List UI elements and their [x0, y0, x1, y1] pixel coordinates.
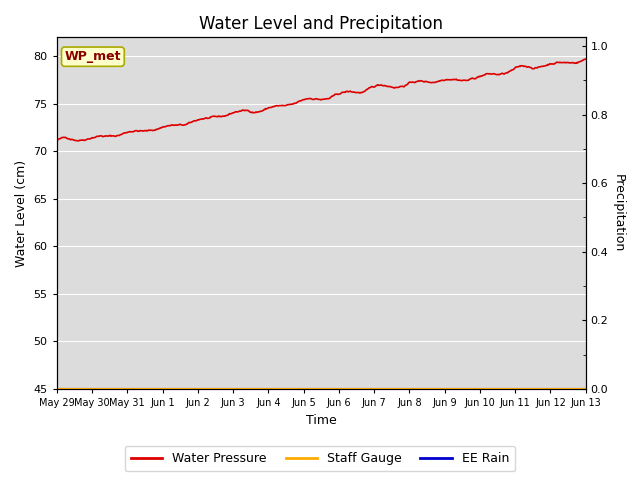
- X-axis label: Time: Time: [306, 414, 337, 427]
- Title: Water Level and Precipitation: Water Level and Precipitation: [199, 15, 444, 33]
- Staff Gauge: [171, 386, 179, 392]
- Staff Gauge: [117, 386, 125, 392]
- EE Rain: [63, 386, 70, 392]
- Staff Gauge: [53, 386, 61, 392]
- EE Rain: [171, 386, 179, 392]
- Staff Gauge: [401, 386, 408, 392]
- Water Pressure: [118, 132, 125, 137]
- Water Pressure: [172, 122, 179, 128]
- Legend: Water Pressure, Staff Gauge, EE Rain: Water Pressure, Staff Gauge, EE Rain: [125, 446, 515, 471]
- EE Rain: [198, 386, 206, 392]
- Water Pressure: [63, 135, 70, 141]
- Water Pressure: [402, 83, 410, 88]
- EE Rain: [117, 386, 125, 392]
- Water Pressure: [53, 137, 61, 143]
- EE Rain: [401, 386, 408, 392]
- Staff Gauge: [385, 386, 393, 392]
- Water Pressure: [199, 116, 207, 122]
- Y-axis label: Water Level (cm): Water Level (cm): [15, 160, 28, 267]
- Staff Gauge: [198, 386, 206, 392]
- Staff Gauge: [582, 386, 589, 392]
- Water Pressure: [582, 56, 589, 62]
- Staff Gauge: [63, 386, 70, 392]
- Water Pressure: [386, 84, 394, 89]
- Water Pressure: [75, 138, 83, 144]
- EE Rain: [53, 386, 61, 392]
- Line: Water Pressure: Water Pressure: [57, 59, 586, 141]
- Y-axis label: Precipitation: Precipitation: [612, 174, 625, 252]
- EE Rain: [582, 386, 589, 392]
- Text: WP_met: WP_met: [65, 50, 121, 63]
- EE Rain: [385, 386, 393, 392]
